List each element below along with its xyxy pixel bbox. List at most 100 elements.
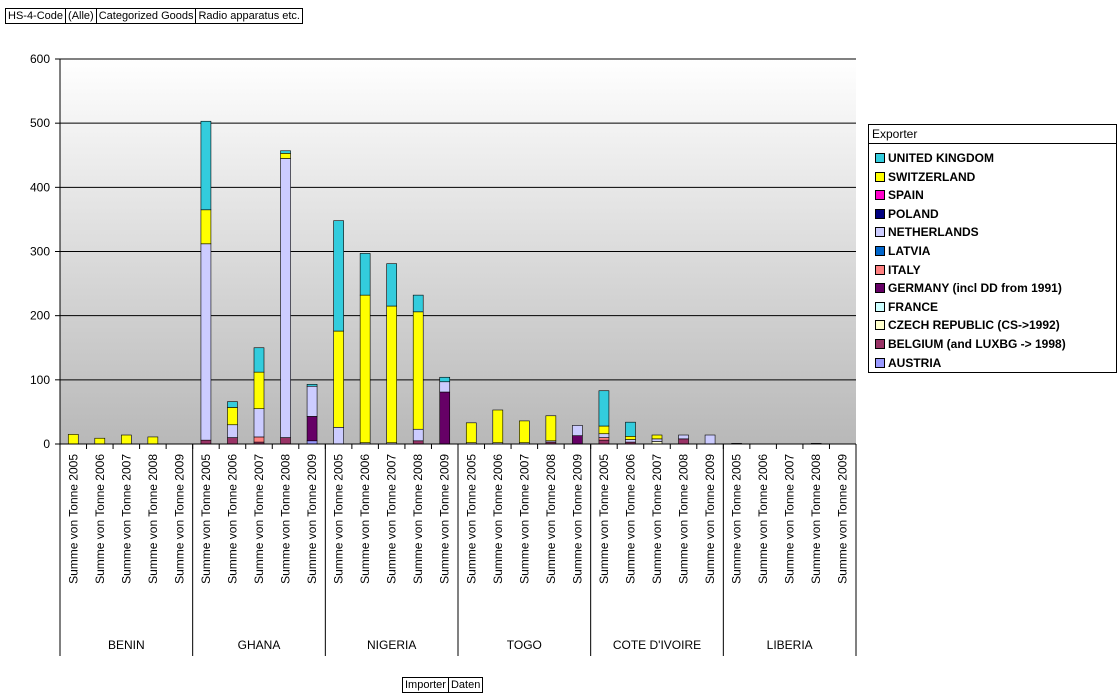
bar-segment [200, 439, 212, 445]
legend-label: AUSTRIA [888, 355, 942, 370]
bar-segment [280, 158, 291, 438]
bar-segment [625, 439, 636, 443]
x-tick-label: Summe von Tonne 2009 [703, 454, 717, 584]
bar-segment [439, 381, 451, 393]
bar-segment [280, 437, 291, 445]
x-tick-label: Summe von Tonne 2006 [623, 454, 637, 584]
group-label: COTE D'IVOIRE [613, 638, 701, 652]
filter-field-hs-code[interactable]: HS-4-Code [5, 8, 67, 24]
legend-label: POLAND [888, 206, 939, 221]
x-tick-label: Summe von Tonne 2009 [570, 454, 584, 584]
bar-segment [412, 311, 424, 430]
bar-segment [333, 330, 344, 428]
bar-segment [678, 438, 689, 445]
x-tick-label: Summe von Tonne 2005 [66, 454, 80, 584]
x-tick-label: Summe von Tonne 2009 [305, 454, 319, 584]
y-tick-label: 500 [30, 116, 50, 130]
bar-segment [492, 409, 504, 444]
bar-segment [519, 420, 530, 444]
legend-label: BELGIUM (and LUXBG -> 1998) [888, 337, 1066, 351]
legend-label: FRANCE [888, 299, 938, 314]
legend-item[interactable]: SWITZERLAND [875, 170, 975, 184]
legend-item[interactable]: FRANCE [875, 300, 938, 314]
bar-segment [572, 425, 583, 436]
y-tick-label: 100 [30, 373, 50, 387]
bar-segment [359, 294, 371, 444]
x-tick-label: Summe von Tonne 2008 [411, 454, 425, 584]
x-tick-label: Summe von Tonne 2008 [279, 454, 293, 584]
bar-segment [94, 437, 106, 445]
legend-label: SWITZERLAND [888, 169, 976, 184]
bar-segment [572, 435, 583, 445]
x-tick-label: Summe von Tonne 2006 [358, 454, 372, 584]
legend-swatch [875, 283, 885, 294]
legend-item[interactable]: NETHERLANDS [875, 225, 979, 239]
gridlines [55, 58, 856, 445]
legend-item[interactable]: CZECH REPUBLIC (CS->1992) [875, 318, 1060, 332]
y-tick-label: 400 [30, 180, 50, 194]
legend: Exporter UNITED KINGDOM SWITZERLAND SPAIN P… [868, 124, 1117, 373]
legend-swatch [875, 153, 885, 163]
legend-item[interactable]: LATVIA [875, 244, 930, 258]
legend-item[interactable]: AUSTRIA [875, 356, 941, 370]
bar-segment [678, 434, 689, 440]
bar-segment [121, 434, 132, 445]
bar-segment [412, 428, 424, 442]
legend-item[interactable]: GERMANY (incl DD from 1991) [875, 281, 1062, 295]
bar-segment [306, 416, 318, 442]
x-tick-label: Summe von Tonne 2007 [650, 454, 664, 584]
legend-swatch [875, 227, 885, 238]
x-tick-label: Summe von Tonne 2007 [517, 454, 531, 584]
bar-segment [598, 433, 610, 438]
legend-item[interactable]: BELGIUM (and LUXBG -> 1998) [875, 337, 1066, 351]
bar-segment [333, 220, 344, 332]
bar-segment [625, 421, 636, 437]
bar-segment [625, 435, 636, 440]
bar-segment [545, 415, 557, 442]
axes [59, 59, 857, 656]
group-label: LIBERIA [767, 638, 813, 652]
x-tick-label: Summe von Tonne 2005 [199, 454, 213, 584]
legend-item[interactable]: ITALY [875, 263, 921, 277]
filter-value-all[interactable]: (Alle) [65, 8, 97, 24]
bar-segment [598, 437, 610, 441]
bar-segment [227, 424, 238, 438]
bar-segment [598, 439, 610, 445]
bar-segment [465, 422, 477, 444]
bar-segment [598, 390, 610, 427]
legend-item[interactable]: UNITED KINGDOM [875, 151, 994, 165]
x-tick-label: Summe von Tonne 2006 [756, 454, 770, 584]
filter-field-categorized-goods[interactable]: Categorized Goods [95, 8, 197, 24]
bar-segment [333, 427, 344, 445]
legend-swatch [875, 320, 885, 331]
x-tick-label: Summe von Tonne 2009 [836, 454, 850, 584]
bar-segment [651, 438, 663, 442]
x-tick-label: Summe von Tonne 2007 [783, 454, 797, 584]
legend-swatch [875, 190, 885, 201]
bar-segment [253, 371, 265, 410]
legend-label: SPAIN [888, 188, 924, 203]
x-tick-label: Summe von Tonne 2008 [544, 454, 558, 584]
bar-segment [280, 153, 291, 159]
legend-title[interactable]: Exporter [869, 125, 1116, 144]
bar-segment [651, 434, 663, 440]
legend-label: CZECH REPUBLIC (CS->1992) [888, 318, 1060, 333]
legend-label: NETHERLANDS [888, 225, 979, 240]
field-button-importer[interactable]: Importer [402, 677, 449, 693]
x-tick-label: Summe von Tonne 2006 [93, 454, 107, 584]
y-tick-label: 300 [30, 245, 50, 259]
x-tick-label: Summe von Tonne 2008 [809, 454, 823, 584]
bar-segment [704, 434, 716, 445]
filter-value-radio-apparatus[interactable]: Radio apparatus etc. [195, 8, 303, 24]
group-label: GHANA [238, 638, 281, 652]
bar-segment [280, 150, 291, 154]
field-button-daten[interactable]: Daten [447, 677, 484, 693]
legend-item[interactable]: SPAIN [875, 188, 924, 202]
x-category-labels: Summe von Tonne 2005 Summe von Tonne 2006… [66, 454, 849, 584]
y-tick-label: 600 [30, 52, 50, 66]
bar-segment [598, 425, 610, 435]
legend-item[interactable]: POLAND [875, 207, 939, 221]
bar-segment [147, 436, 159, 445]
legend-swatch [875, 339, 885, 349]
